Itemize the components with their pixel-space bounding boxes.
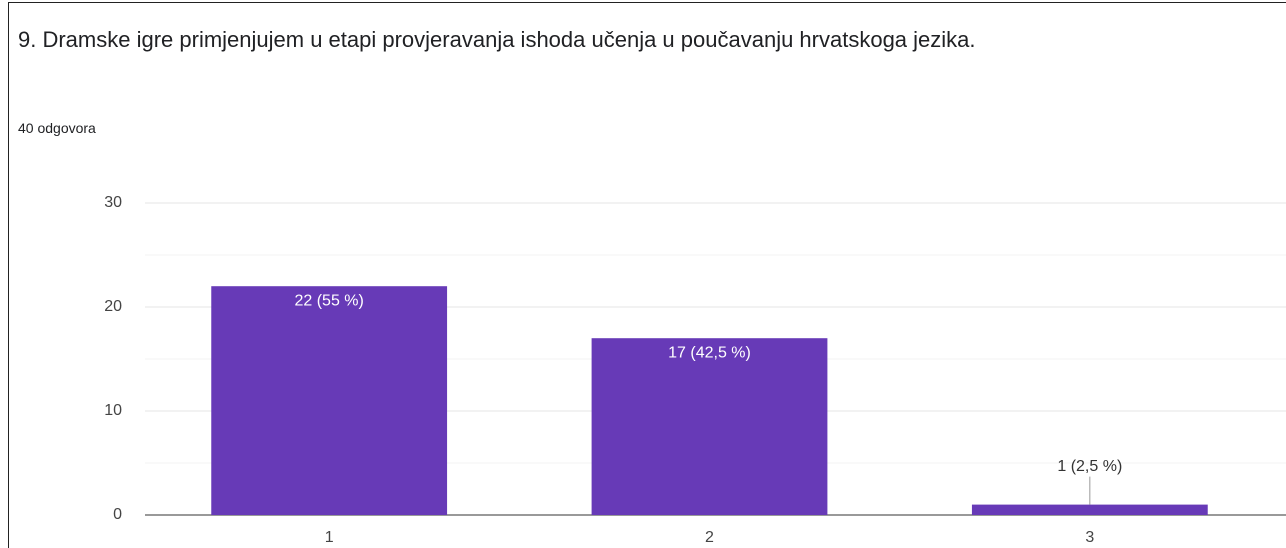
data-label: 17 (42,5 %) (668, 344, 751, 361)
x-tick-label: 1 (325, 529, 334, 546)
x-tick-label: 2 (705, 529, 714, 546)
frame (8, 2, 1286, 548)
bar (211, 286, 448, 515)
bar (591, 338, 828, 515)
y-tick-label: 10 (104, 402, 122, 419)
chart-subtitle: 40 odgovora (18, 120, 96, 136)
x-tick-label: 3 (1085, 529, 1094, 546)
chart-title: 9. Dramske igre primjenjujem u etapi pro… (18, 27, 976, 52)
y-tick-label: 20 (104, 298, 122, 315)
data-label: 22 (55 %) (294, 292, 363, 309)
y-tick-label: 0 (113, 506, 122, 523)
bar (971, 504, 1208, 515)
y-tick-label: 30 (104, 194, 122, 211)
data-label: 1 (2,5 %) (1057, 458, 1122, 475)
